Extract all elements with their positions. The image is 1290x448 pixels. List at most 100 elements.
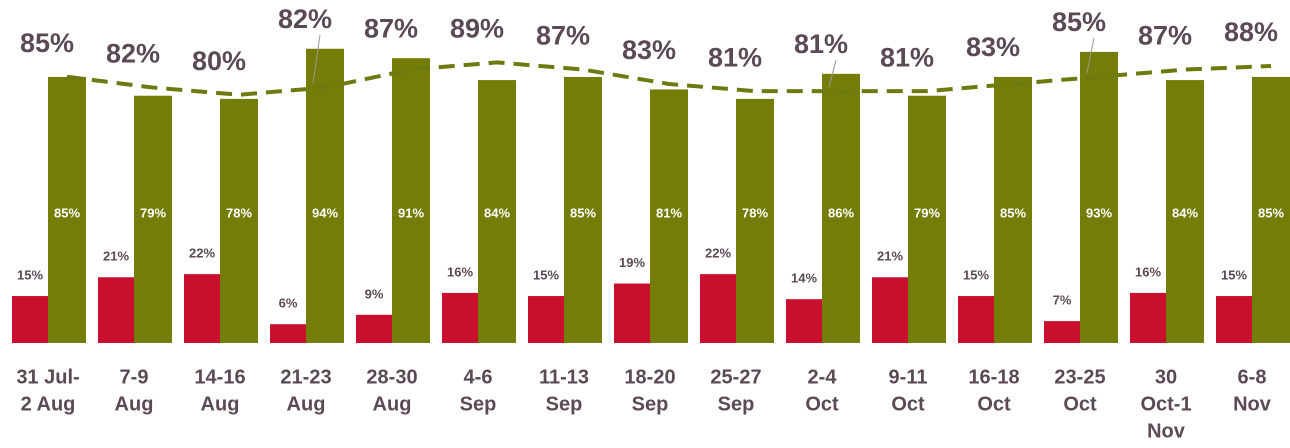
x-tick-label: Oct (891, 393, 925, 415)
data-label: 84% (484, 205, 510, 220)
x-tick-label: 7-9 (120, 366, 149, 388)
bar (270, 324, 306, 343)
data-label: 16% (1135, 264, 1161, 279)
data-label: 85% (1258, 205, 1284, 220)
x-tick-label: 30 (1155, 366, 1177, 388)
leader-line (828, 59, 837, 88)
bar (1080, 51, 1118, 343)
data-label: 21% (877, 249, 903, 264)
x-tick-label: 11-13 (539, 366, 589, 388)
x-tick-label: 23-25 (1054, 366, 1105, 388)
x-tick-label: Sep (546, 393, 583, 415)
x-tick-label: 4-6 (464, 366, 493, 388)
bar (564, 76, 602, 343)
data-label: 91% (398, 205, 424, 220)
data-label: 78% (742, 205, 768, 220)
bar (220, 98, 258, 343)
data-label: 83% (622, 35, 676, 65)
data-label: 88% (1224, 17, 1278, 47)
x-tick-label: Sep (460, 393, 497, 415)
x-tick-label: Sep (718, 393, 755, 415)
data-label: 87% (536, 21, 590, 51)
data-label: 87% (1138, 21, 1192, 51)
x-tick-label: Oct (1063, 393, 1097, 415)
bar (614, 283, 650, 343)
data-label: 81% (708, 42, 762, 72)
bar (184, 274, 220, 343)
bar (1216, 296, 1252, 343)
x-tick-label: 9-11 (889, 366, 928, 388)
data-label: 22% (705, 246, 731, 261)
x-tick-label: 2-4 (808, 366, 838, 388)
x-tick-label: 28-30 (366, 366, 417, 388)
data-label: 79% (140, 205, 166, 220)
data-label: 15% (963, 267, 989, 282)
data-label: 82% (278, 4, 332, 34)
bar (958, 296, 994, 343)
bar (442, 292, 478, 343)
data-label: 87% (364, 13, 418, 43)
x-tick-label: Aug (115, 393, 154, 415)
bar (392, 58, 430, 344)
data-label: 83% (966, 32, 1020, 62)
data-label: 89% (450, 14, 504, 44)
x-tick-label: Nov (1147, 420, 1186, 442)
data-label: 85% (1052, 7, 1106, 37)
bar (134, 95, 172, 343)
data-label: 81% (880, 42, 934, 72)
bar (12, 296, 48, 343)
x-tick-label: 18-20 (624, 366, 675, 388)
bar (872, 277, 908, 343)
bar (786, 299, 822, 343)
bar (1130, 292, 1166, 343)
bar (994, 76, 1032, 343)
line (66, 60, 1272, 97)
x-tick-label: 21-23 (280, 366, 331, 388)
data-label: 7% (1053, 293, 1072, 308)
bar (1252, 76, 1290, 343)
data-label: 15% (17, 267, 43, 282)
data-label: 86% (828, 205, 854, 220)
bar (908, 95, 946, 343)
data-label: 19% (619, 255, 645, 270)
data-label: 81% (794, 29, 848, 59)
leader-line (1086, 37, 1095, 73)
bar (650, 89, 688, 343)
data-label: 84% (1172, 205, 1198, 220)
data-label: 80% (192, 46, 246, 76)
bar (700, 274, 736, 343)
data-label: 14% (791, 271, 817, 286)
x-tick-label: Aug (287, 393, 326, 415)
x-tick-label: 31 Jul- (16, 366, 79, 388)
leader-line (312, 34, 321, 84)
x-tick-label: Aug (201, 393, 240, 415)
data-label: 21% (103, 249, 129, 264)
data-label: 82% (106, 39, 160, 69)
x-tick-label: 6-8 (1238, 366, 1267, 388)
x-tick-label: 2 Aug (21, 393, 76, 415)
data-label: 85% (570, 205, 596, 220)
data-label: 85% (20, 28, 74, 58)
data-label: 85% (1000, 205, 1026, 220)
bar (356, 314, 392, 343)
data-label: 78% (226, 205, 252, 220)
data-label: 16% (447, 264, 473, 279)
x-tick-label: Aug (373, 393, 412, 415)
x-tick-label: Sep (632, 393, 669, 415)
x-tick-label: Oct (805, 393, 839, 415)
data-label: 9% (365, 286, 384, 301)
bar (528, 296, 564, 343)
data-label: 15% (533, 267, 559, 282)
bar (98, 277, 134, 343)
x-tick-label: 16-18 (968, 366, 1019, 388)
bar (1044, 321, 1080, 343)
data-label: 22% (189, 246, 215, 261)
x-tick-label: Oct (977, 393, 1011, 415)
x-tick-label: 14-16 (194, 366, 245, 388)
x-tick-label: 25-27 (710, 366, 761, 388)
data-label: 15% (1221, 267, 1247, 282)
bar (48, 76, 86, 343)
data-label: 79% (914, 205, 940, 220)
bar (822, 73, 860, 343)
